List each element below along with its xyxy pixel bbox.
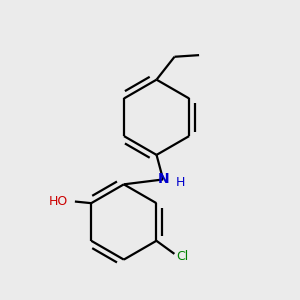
- Text: H: H: [176, 176, 185, 189]
- Text: Cl: Cl: [176, 250, 188, 263]
- Text: N: N: [157, 172, 169, 186]
- Text: HO: HO: [49, 195, 68, 208]
